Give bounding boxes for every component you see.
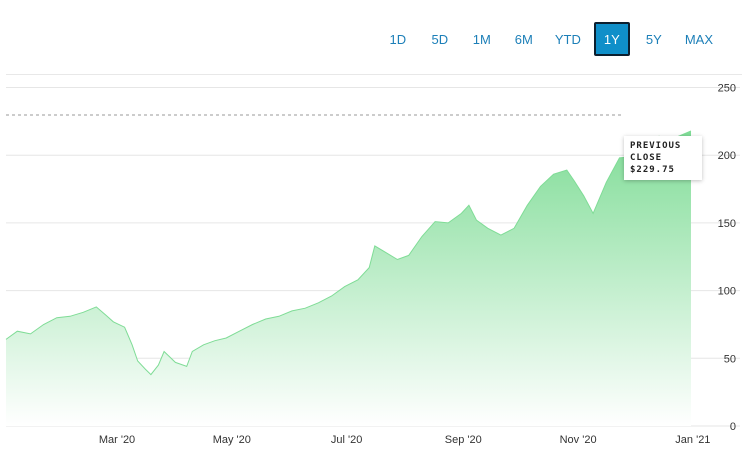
top-divider [6, 74, 742, 75]
range-button-5d[interactable]: 5D [431, 31, 449, 47]
range-button-6m[interactable]: 6M [514, 31, 533, 47]
range-button-ytd[interactable]: YTD [554, 31, 581, 47]
previous-close-label-line2: CLOSE [630, 153, 663, 163]
price-area [6, 130, 691, 426]
x-tick-label: May '20 [213, 434, 251, 446]
y-tick-label: 250 [718, 83, 736, 95]
y-tick-label: 50 [724, 353, 736, 365]
range-button-1y[interactable]: 1Y [593, 22, 630, 56]
range-button-1d[interactable]: 1D [389, 31, 407, 47]
x-tick-label: Jul '20 [331, 434, 362, 446]
y-tick-label: 100 [718, 286, 736, 298]
x-tick-label: Sep '20 [445, 434, 482, 446]
range-button-5y[interactable]: 5Y [645, 31, 662, 47]
previous-close-value: $229.75 [630, 165, 675, 175]
y-tick-label: 150 [718, 218, 736, 230]
x-tick-label: Nov '20 [560, 434, 597, 446]
y-tick-label: 0 [730, 421, 736, 433]
previous-close-tooltip: PREVIOUS CLOSE $229.75 [624, 136, 702, 180]
x-tick-label: Jan '21 [675, 434, 710, 446]
x-tick-label: Mar '20 [99, 434, 135, 446]
y-tick-label: 200 [718, 150, 736, 162]
range-button-1m[interactable]: 1M [472, 31, 491, 47]
range-button-max[interactable]: MAX [684, 31, 713, 47]
range-selector: 1D 5D 1M 6M YTD 1Y 5Y MAX [374, 22, 720, 56]
price-line [5, 130, 692, 376]
previous-close-label-line1: PREVIOUS [630, 141, 682, 151]
